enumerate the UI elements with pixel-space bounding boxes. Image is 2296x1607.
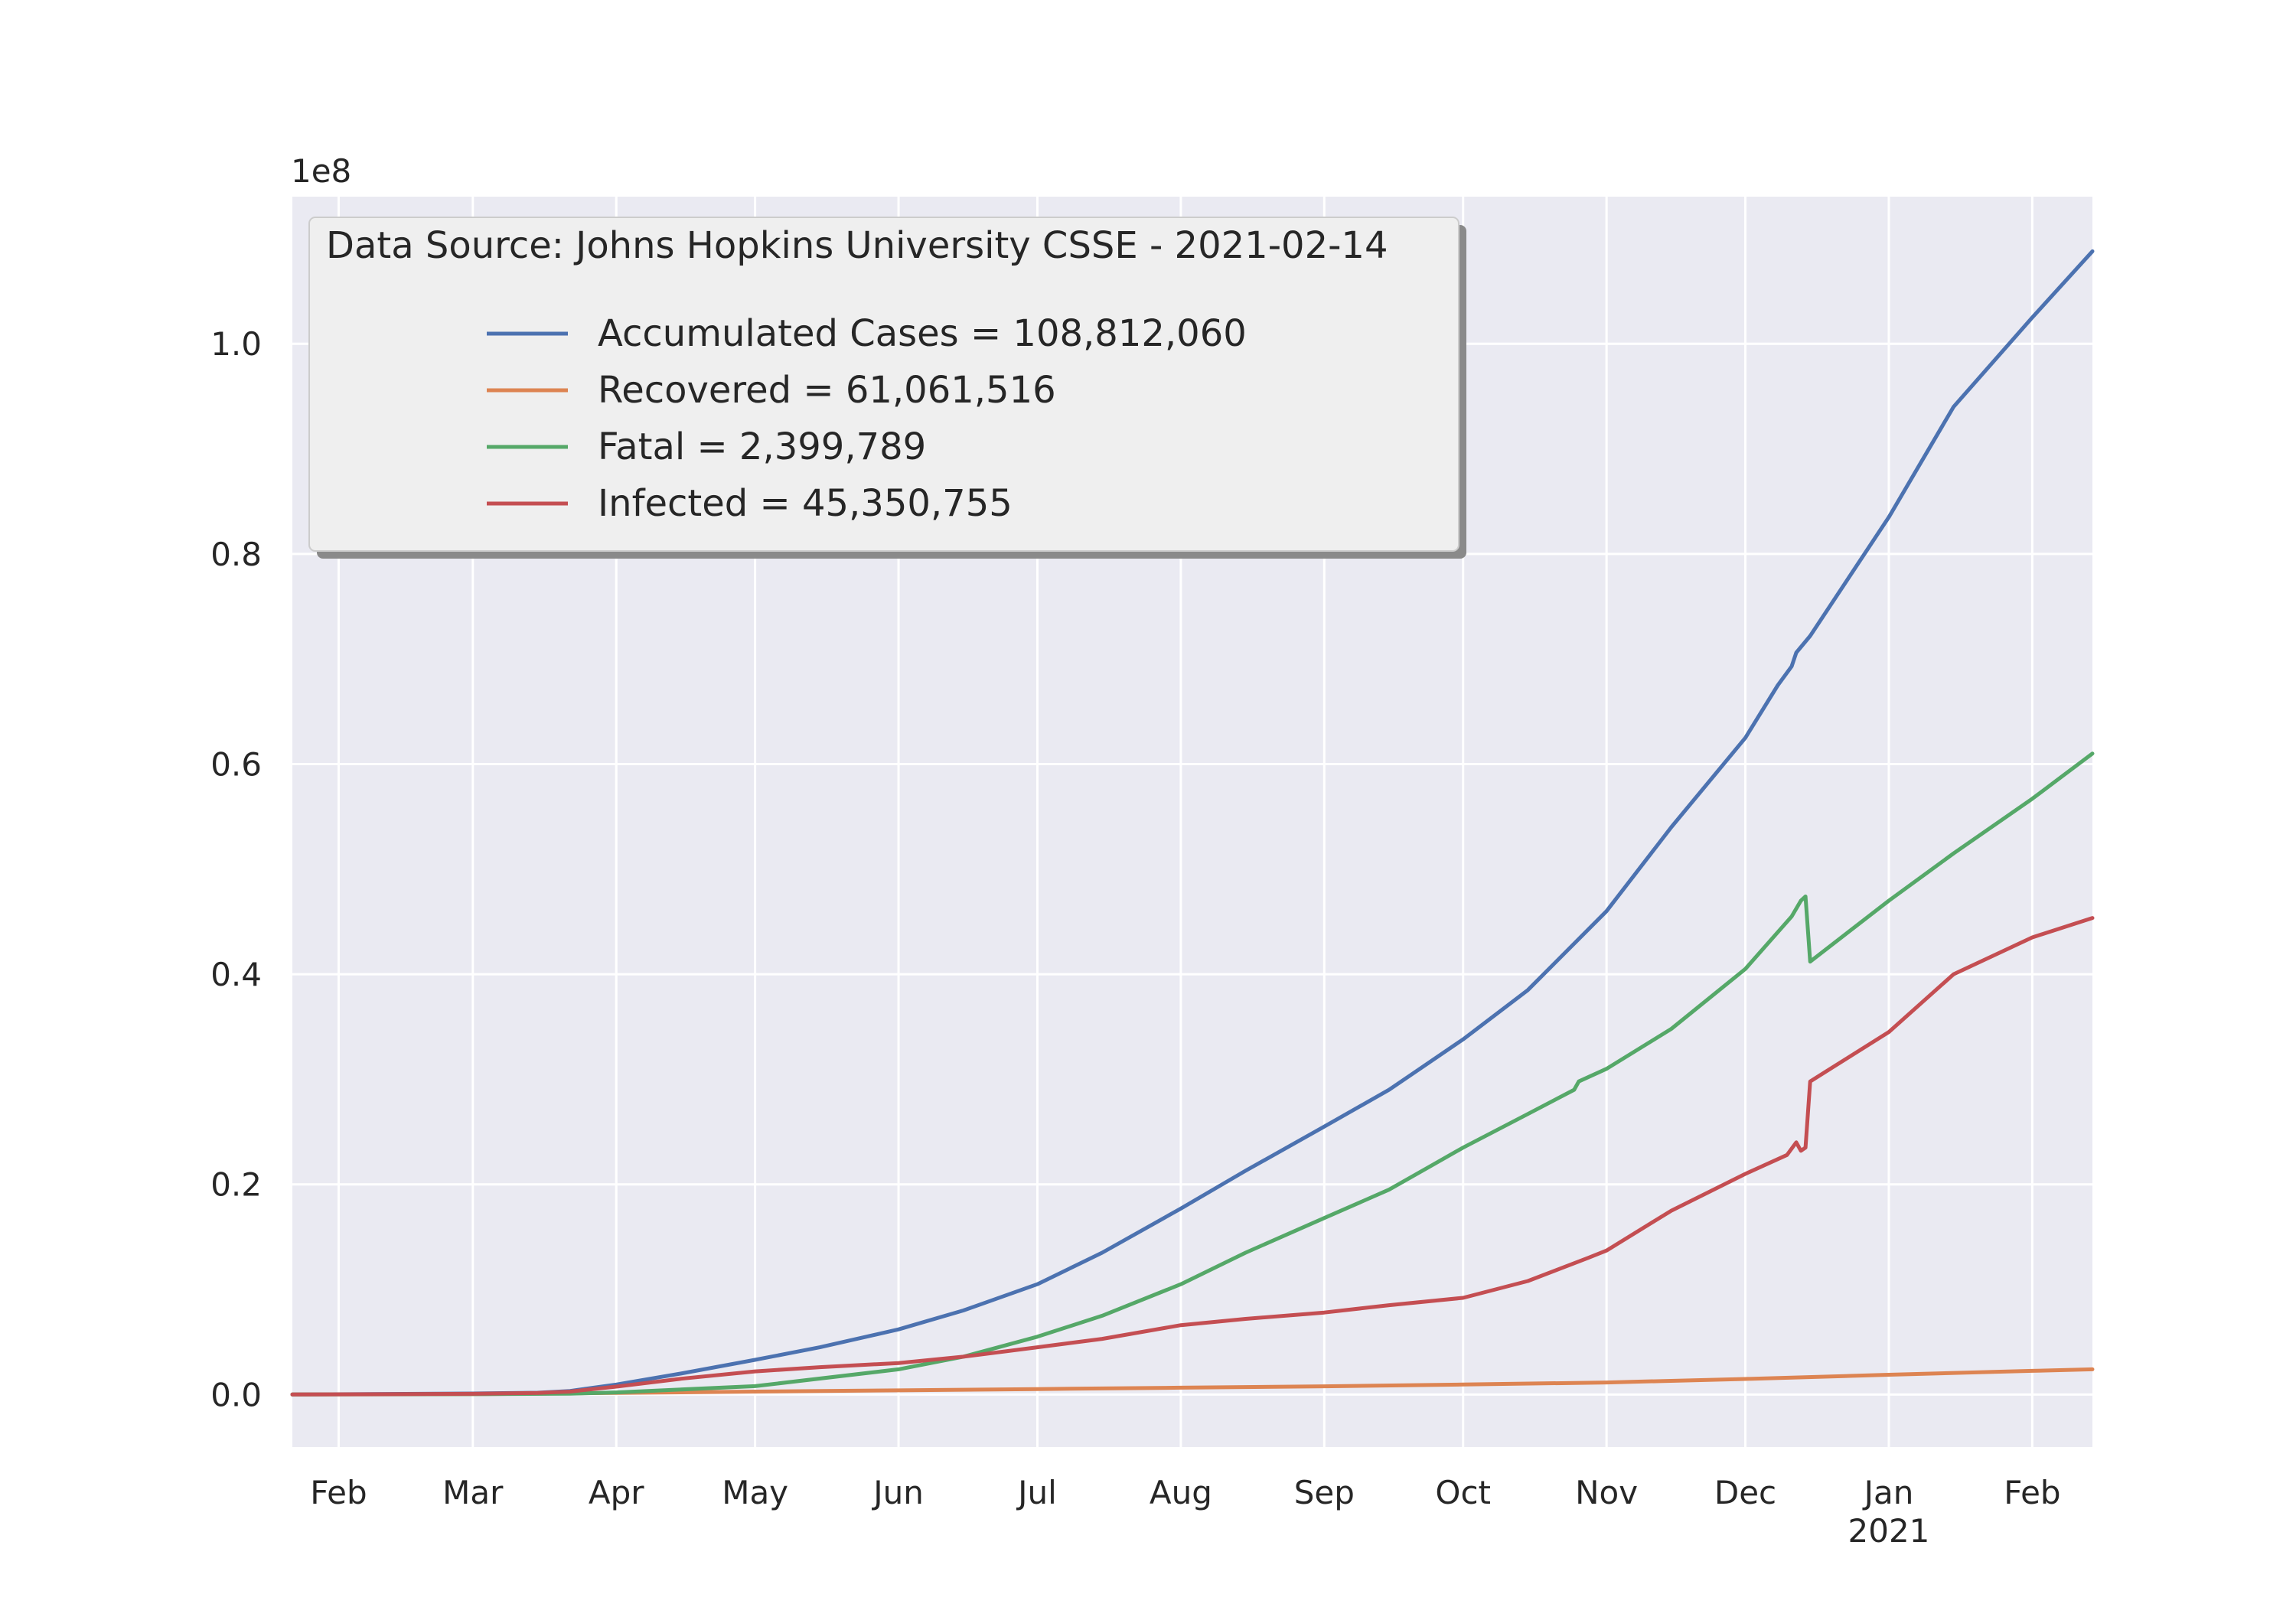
series-line-3 bbox=[290, 751, 2095, 1397]
x-tick-label: Dec bbox=[1714, 1474, 1776, 1511]
legend: Data Source: Johns Hopkins University CS… bbox=[308, 217, 1466, 559]
x-tick-label: May bbox=[722, 1474, 788, 1511]
x-tick-label: Apr bbox=[589, 1474, 644, 1511]
legend-box bbox=[308, 217, 1459, 552]
series-line-4 bbox=[290, 916, 2095, 1397]
legend-label-4: Infected = 45,350,755 bbox=[598, 482, 1013, 525]
x-tick-label: Aug bbox=[1150, 1474, 1212, 1511]
legend-label-3: Fatal = 2,399,789 bbox=[598, 425, 926, 468]
y-scale-label: 1e8 bbox=[291, 152, 351, 190]
series-layer bbox=[290, 249, 2095, 1397]
legend-label-2: Recovered = 61,061,516 bbox=[598, 369, 1056, 412]
series-line-1 bbox=[290, 249, 2095, 1397]
x-tick-label: Jan bbox=[1862, 1474, 1914, 1511]
y-axis: 0.0 0.2 0.4 0.6 0.8 1.0 bbox=[210, 325, 262, 1413]
x-tick-label: Oct bbox=[1435, 1474, 1491, 1511]
x-tick-label: Jul bbox=[1016, 1474, 1057, 1511]
x-tick-sublabel: 2021 bbox=[1848, 1512, 1930, 1550]
y-tick-label: 0.2 bbox=[210, 1166, 262, 1204]
x-tick-label: Mar bbox=[442, 1474, 504, 1511]
x-tick-label: Nov bbox=[1575, 1474, 1638, 1511]
y-tick-label: 0.4 bbox=[210, 956, 262, 993]
x-tick-label: Feb bbox=[2004, 1474, 2060, 1511]
y-tick-label: 0.6 bbox=[210, 745, 262, 783]
x-tick-label: Feb bbox=[310, 1474, 367, 1511]
y-tick-label: 0.0 bbox=[210, 1376, 262, 1413]
x-axis: Feb Mar Apr May Jun Jul Aug Sep Oct Nov Dec Jan2021… bbox=[310, 1474, 2060, 1550]
legend-title: Data Source: Johns Hopkins University CS… bbox=[326, 224, 1388, 267]
legend-entries: Accumulated Cases = 108,812,060 Recovered… bbox=[487, 312, 1247, 525]
y-tick-label: 0.8 bbox=[210, 536, 262, 573]
x-tick-label: Sep bbox=[1294, 1474, 1355, 1511]
legend-label-1: Accumulated Cases = 108,812,060 bbox=[598, 312, 1247, 355]
x-tick-label: Jun bbox=[871, 1474, 924, 1511]
y-tick-label: 1.0 bbox=[210, 325, 262, 363]
